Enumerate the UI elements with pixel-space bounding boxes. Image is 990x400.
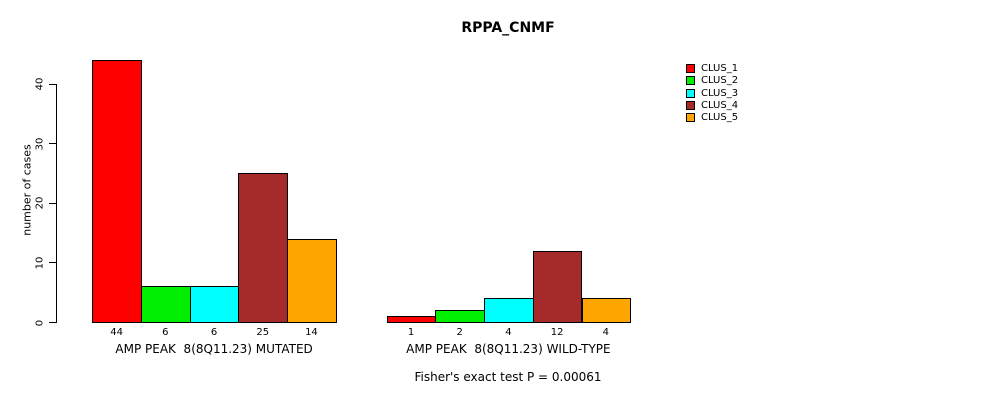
- y-tick-label: 10: [34, 256, 46, 270]
- y-tick-label: 40: [34, 77, 46, 91]
- y-axis-line: [56, 83, 57, 323]
- bar-clus_2-group2: [435, 310, 486, 323]
- bar-value-label: 44: [110, 327, 123, 338]
- y-tick: [49, 322, 56, 323]
- bar-clus_5-group1: [287, 238, 337, 323]
- y-tick-label: 0: [34, 319, 46, 326]
- bar-value-label: 12: [550, 327, 564, 338]
- y-tick-label: 30: [34, 137, 46, 151]
- bar-clus_5-group2: [581, 298, 632, 323]
- y-tick: [49, 202, 56, 204]
- legend-label: CLUS_5: [701, 112, 739, 124]
- bar-value-label: 6: [210, 327, 218, 338]
- legend-swatch-clus_1: [686, 64, 695, 73]
- bar-value-label: 4: [505, 327, 512, 338]
- y-tick: [49, 262, 56, 264]
- group-label: AMP PEAK 8(8Q11.23) MUTATED: [115, 342, 313, 356]
- bar-value-label: 4: [602, 327, 610, 338]
- bar-clus_1-group1: [92, 59, 142, 323]
- legend-swatch-clus_5: [686, 113, 695, 123]
- bar-value-label: 1: [407, 327, 415, 338]
- bar-value-label: 6: [162, 327, 169, 338]
- y-axis-label: number of cases: [20, 144, 34, 236]
- bar-clus_3-group1: [189, 286, 240, 323]
- bar-clus_4-group2: [532, 250, 583, 323]
- bar-value-label: 25: [256, 327, 270, 338]
- bar-value-label: 2: [456, 327, 463, 338]
- legend-label: CLUS_1: [701, 63, 739, 74]
- bar-clus_4-group1: [238, 173, 289, 323]
- bar-clus_2-group1: [141, 286, 191, 323]
- bar-clus_3-group2: [484, 298, 534, 323]
- chart-title: RPPA_CNMF: [461, 20, 555, 36]
- bar-value-label: 14: [305, 327, 318, 338]
- bar-clus_1-group2: [386, 316, 437, 323]
- legend-swatch-clus_4: [686, 100, 695, 110]
- y-tick: [49, 143, 56, 145]
- legend-label: CLUS_3: [701, 87, 739, 99]
- fisher-test-annotation: Fisher's exact test P = 0.00061: [414, 370, 602, 384]
- legend-label: CLUS_2: [701, 75, 739, 87]
- group-label: AMP PEAK 8(8Q11.23) WILD-TYPE: [406, 342, 611, 356]
- legend-swatch-clus_3: [686, 88, 695, 98]
- legend-label: CLUS_4: [701, 99, 739, 111]
- y-tick-label: 20: [34, 196, 46, 210]
- y-tick: [49, 83, 56, 85]
- legend-swatch-clus_2: [686, 76, 695, 86]
